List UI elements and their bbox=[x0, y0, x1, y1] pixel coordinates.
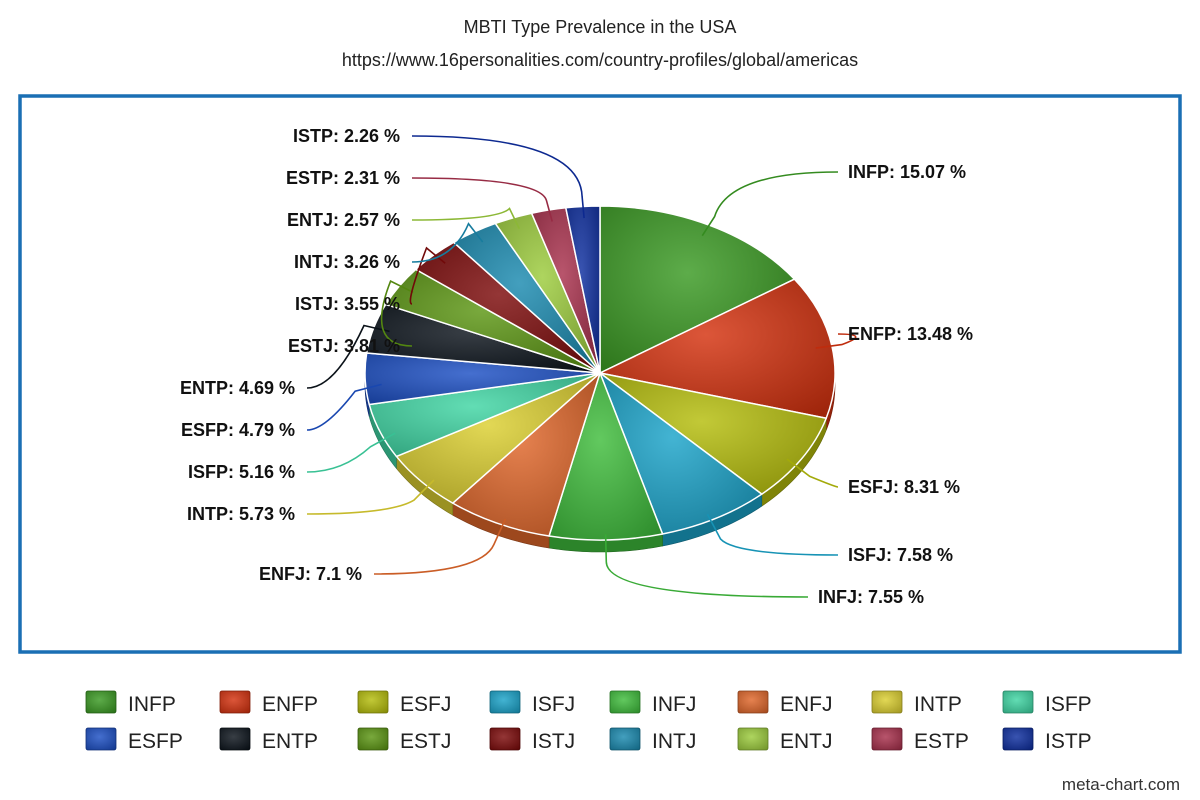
pie-slices bbox=[364, 205, 836, 541]
leader-istp bbox=[411, 135, 585, 219]
slice-label-infj: INFJ: 7.55 % bbox=[818, 587, 924, 607]
leader-estp bbox=[411, 177, 553, 222]
legend-label-infj: INFJ bbox=[652, 693, 696, 716]
slice-infp[interactable] bbox=[599, 205, 796, 374]
legend-label-enfp: ENFP bbox=[262, 693, 318, 716]
legend-swatch-estj bbox=[357, 727, 389, 751]
leader-intp bbox=[306, 479, 435, 515]
chart-subtitle: https://www.16personalities.com/country-… bbox=[342, 50, 858, 70]
legend-swatch-intj bbox=[609, 727, 641, 751]
legend-label-istj: ISTJ bbox=[532, 730, 575, 753]
slice-label-esfj: ESFJ: 8.31 % bbox=[848, 477, 960, 497]
legend-label-estp: ESTP bbox=[914, 730, 969, 753]
slice-label-intp: INTP: 5.73 % bbox=[187, 504, 295, 524]
leader-lines bbox=[306, 135, 857, 598]
leader-intj bbox=[411, 222, 484, 263]
leader-esfp bbox=[306, 383, 382, 431]
legend-label-intp: INTP bbox=[914, 693, 962, 716]
slice-enfj[interactable] bbox=[451, 372, 601, 537]
slice-esfj[interactable] bbox=[599, 372, 827, 495]
leader-entp bbox=[306, 324, 390, 389]
leader-enfp bbox=[815, 333, 857, 349]
legend-swatch-entp bbox=[219, 727, 251, 751]
legend: INFP ENFP ESFJ ISFJ INFJ ENFJ INTP ISFP ESFP ENTP… bbox=[85, 690, 1092, 753]
slice-label-enfj: ENFJ: 7.1 % bbox=[259, 564, 362, 584]
slice-label-istj: ISTJ: 3.55 % bbox=[295, 294, 400, 314]
legend-label-entj: ENTJ bbox=[780, 730, 833, 753]
leader-isfj bbox=[706, 513, 839, 556]
slice-label-estj: ESTJ: 3.81 % bbox=[288, 336, 400, 356]
leader-infp bbox=[701, 171, 839, 237]
legend-swatch-isfj bbox=[489, 690, 521, 714]
plot-frame bbox=[18, 94, 1182, 654]
leader-istj bbox=[409, 246, 446, 305]
leader-isfp bbox=[306, 432, 396, 473]
slice-isfj[interactable] bbox=[599, 372, 763, 535]
legend-label-esfp: ESFP bbox=[128, 730, 183, 753]
slice-label-entj: ENTJ: 2.57 % bbox=[287, 210, 400, 230]
slice-label-estp: ESTP: 2.31 % bbox=[286, 168, 400, 188]
credit-text: meta-chart.com bbox=[1062, 775, 1180, 794]
legend-label-istp: ISTP bbox=[1045, 730, 1092, 753]
slice-label-intj: INTJ: 3.26 % bbox=[294, 252, 400, 272]
slice-label-entp: ENTP: 4.69 % bbox=[180, 378, 295, 398]
slice-labels: INFP: 15.07 % ENFP: 13.48 % ESFJ: 8.31 % IS… bbox=[180, 126, 973, 607]
slice-label-istp: ISTP: 2.26 % bbox=[293, 126, 400, 146]
legend-swatch-enfp bbox=[219, 690, 251, 714]
legend-swatch-infp bbox=[85, 690, 117, 714]
legend-label-esfj: ESFJ bbox=[400, 693, 451, 716]
legend-swatch-estp bbox=[871, 727, 903, 751]
slice-label-esfp: ESFP: 4.79 % bbox=[181, 420, 295, 440]
legend-label-infp: INFP bbox=[128, 693, 176, 716]
chart-title: MBTI Type Prevalence in the USA bbox=[464, 17, 737, 37]
legend-swatch-infj bbox=[609, 690, 641, 714]
legend-label-entp: ENTP bbox=[262, 730, 318, 753]
leader-enfj bbox=[373, 518, 507, 575]
slice-label-isfj: ISFJ: 7.58 % bbox=[848, 545, 953, 565]
leader-estj bbox=[380, 279, 414, 347]
legend-label-enfj: ENFJ bbox=[780, 693, 833, 716]
legend-swatch-esfj bbox=[357, 690, 389, 714]
slice-label-infp: INFP: 15.07 % bbox=[848, 162, 966, 182]
slice-label-isfp: ISFP: 5.16 % bbox=[188, 462, 295, 482]
slice-label-enfp: ENFP: 13.48 % bbox=[848, 324, 973, 344]
legend-swatch-isfp bbox=[1002, 690, 1034, 714]
legend-label-isfj: ISFJ bbox=[532, 693, 575, 716]
legend-swatch-esfp bbox=[85, 727, 117, 751]
legend-label-isfp: ISFP bbox=[1045, 693, 1092, 716]
leader-esfj bbox=[786, 458, 839, 488]
legend-swatch-istp bbox=[1002, 727, 1034, 751]
legend-swatch-istj bbox=[489, 727, 521, 751]
legend-swatch-enfj bbox=[737, 690, 769, 714]
legend-swatch-intp bbox=[871, 690, 903, 714]
legend-label-intj: INTJ bbox=[652, 730, 696, 753]
legend-swatch-entj bbox=[737, 727, 769, 751]
leader-infj bbox=[604, 534, 809, 598]
legend-label-estj: ESTJ bbox=[400, 730, 451, 753]
leader-entj bbox=[411, 207, 521, 230]
